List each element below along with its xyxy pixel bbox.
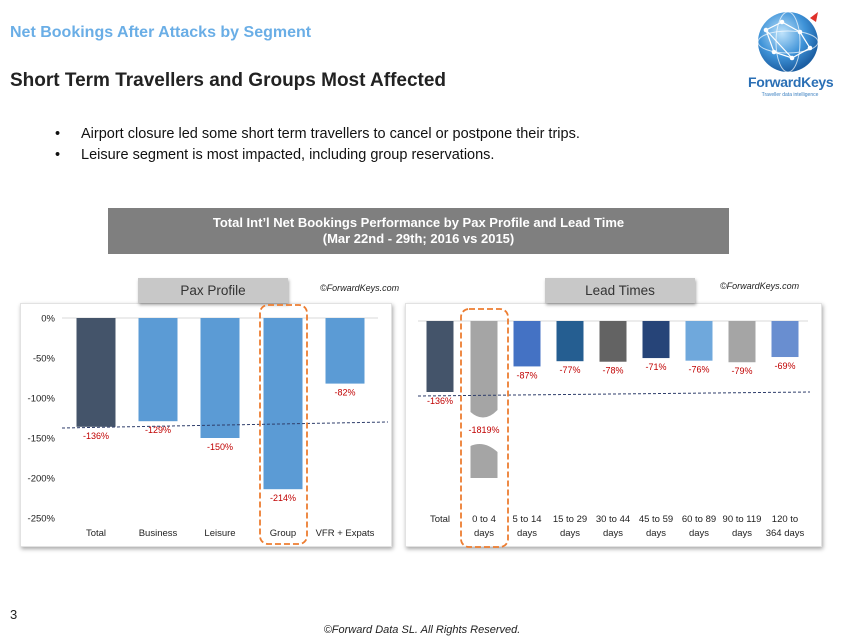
x-tick-label: 5 to 14 [512, 514, 541, 525]
pax-profile-source: ©ForwardKeys.com [320, 283, 400, 293]
pax-profile-title: Pax Profile [138, 278, 288, 303]
forwardkeys-logo: ForwardKeys Traveller data intelligence [748, 8, 834, 108]
x-tick-label: 364 days [766, 528, 805, 539]
x-tick-label: days [689, 528, 709, 539]
y-tick-label: -100% [28, 394, 56, 405]
highlight-group [259, 304, 308, 545]
bar-total [426, 321, 454, 392]
x-tick-label: days [474, 528, 494, 539]
slide-title: Short Term Travellers and Groups Most Af… [10, 70, 447, 91]
data-label: -87% [516, 370, 537, 380]
bullet-item: Airport closure led some short term trav… [55, 124, 580, 145]
bar-group [263, 318, 303, 490]
reference-line [61, 421, 389, 429]
x-tick-label: 0 to 4 [472, 514, 496, 525]
lead-times-title: Lead Times [545, 278, 695, 303]
bar-45-to-59-days [642, 321, 670, 359]
x-tick-label: Total [86, 528, 106, 539]
globe-network-icon [757, 11, 819, 73]
x-tick-label: Total [430, 514, 450, 525]
x-tick-label: 60 to 89 [682, 514, 716, 525]
bar-total [76, 318, 116, 427]
x-tick-label: days [560, 528, 580, 539]
data-label: -214% [270, 493, 296, 503]
bar-120-to-364-days [771, 321, 799, 358]
lead-times-source: ©ForwardKeys.com [720, 281, 800, 291]
x-tick-label: 30 to 44 [596, 514, 630, 525]
slide-number: 3 [10, 607, 18, 622]
chart-banner: Total Int’l Net Bookings Performance by … [108, 208, 729, 254]
highlight-0-to-4-days [460, 308, 509, 548]
bar-business [138, 318, 178, 422]
reference-line [417, 391, 811, 397]
bar-30-to-44-days [599, 321, 627, 362]
x-tick-label: days [603, 528, 623, 539]
data-label: -136% [427, 396, 453, 406]
slide-subtitle: Net Bookings After Attacks by Segment [10, 24, 312, 41]
bar-5-to-14-days [513, 321, 541, 367]
x-tick-label: days [732, 528, 752, 539]
data-label: -150% [207, 442, 233, 452]
x-tick-label: days [517, 528, 537, 539]
data-label: -1819% [468, 425, 499, 435]
x-tick-label: Business [139, 528, 178, 539]
bar-90-to-119-days [728, 321, 756, 363]
y-tick-label: -250% [28, 514, 56, 525]
logo-tagline: Traveller data intelligence [761, 92, 819, 98]
data-label: -79% [731, 366, 752, 376]
x-tick-label: days [646, 528, 666, 539]
bullet-item: Leisure segment is most impacted, includ… [55, 145, 580, 166]
x-tick-label: 45 to 59 [639, 514, 673, 525]
logo-wordmark: ForwardKeys [748, 74, 834, 90]
bar-0-to-4-days-lower [470, 444, 498, 478]
x-tick-label: Group [270, 528, 296, 539]
data-label: -82% [334, 388, 355, 398]
bar-0-to-4-days [470, 321, 498, 418]
y-tick-label: -200% [28, 474, 56, 485]
data-label: -136% [83, 431, 109, 441]
banner-line-2: (Mar 22nd - 29th; 2016 vs 2015) [322, 231, 515, 246]
bullet-list: Airport closure led some short term trav… [55, 124, 580, 166]
bar-60-to-89-days [685, 321, 713, 361]
bar-leisure [200, 318, 240, 438]
x-tick-label: Leisure [204, 528, 235, 539]
x-tick-label: 120 to [772, 514, 798, 525]
x-tick-label: VFR + Expats [316, 528, 375, 539]
y-tick-label: -50% [33, 354, 56, 365]
data-label: -129% [145, 425, 171, 435]
x-tick-label: 15 to 29 [553, 514, 587, 525]
data-label: -76% [688, 365, 709, 375]
bar-15-to-29-days [556, 321, 584, 362]
bar-vfr-expats [325, 318, 365, 384]
banner-line-1: Total Int’l Net Bookings Performance by … [212, 215, 625, 230]
data-label: -71% [645, 362, 666, 372]
x-tick-label: 90 to 119 [723, 514, 762, 525]
data-label: -69% [774, 361, 795, 371]
y-tick-label: -150% [28, 434, 56, 445]
y-tick-label: 0% [41, 314, 55, 325]
data-label: -77% [559, 365, 580, 375]
copyright-footer: ©Forward Data SL. All Rights Reserved. [323, 624, 521, 636]
data-label: -78% [602, 366, 623, 376]
